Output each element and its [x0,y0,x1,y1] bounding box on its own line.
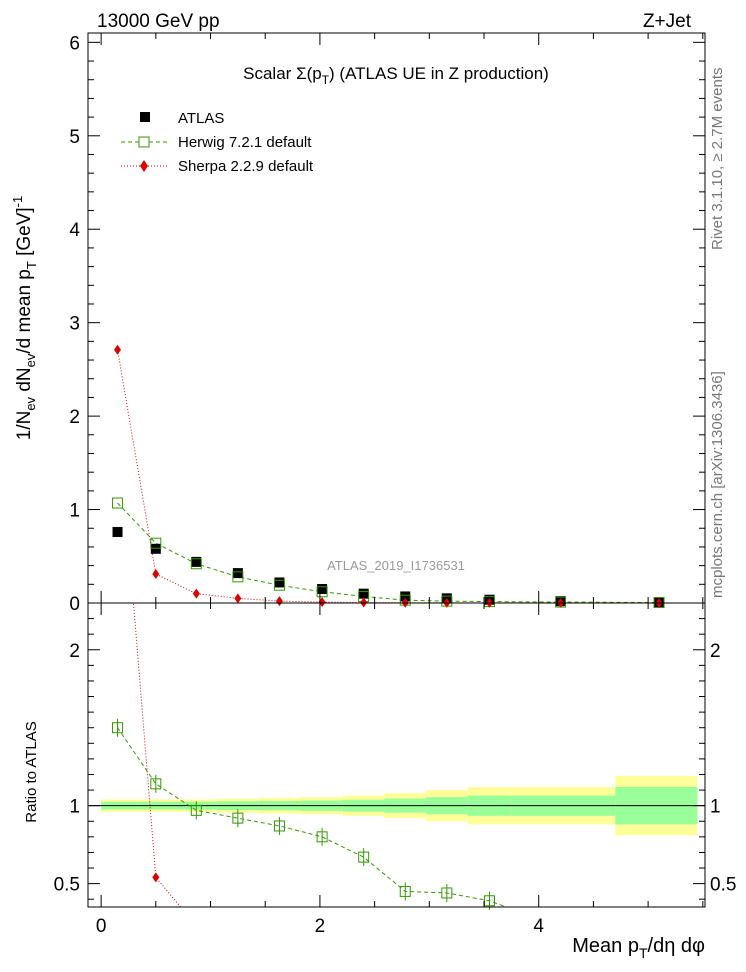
ratio-point-sherpa [152,872,160,883]
main-point-atlas [232,568,243,579]
analysis-tag: ATLAS_2019_I1736531 [327,558,465,573]
header-left: 13000 GeV pp [97,11,220,32]
ratio-xtick-label: 2 [315,916,326,937]
ratio-panel: 0.5 0.5 1 1 2 2 0 2 4 Ratio to ATLAS Mean pT/dη… [23,602,736,961]
main-point-sherpa [114,344,122,355]
main-ytick-label: 5 [69,127,80,148]
main-point-atlas [112,526,123,537]
ratio-point-herwig [441,887,453,899]
legend-label-herwig: Herwig 7.2.1 default [178,134,312,151]
main-point-atlas [317,583,328,594]
ratio-series-line-0 [117,727,508,907]
main-ytick-label: 6 [69,33,80,54]
main-point-sherpa [275,596,283,607]
main-point-atlas [150,543,161,554]
legend-label-atlas: ATLAS [178,110,224,127]
ratio-point-herwig [358,851,370,863]
ratio-ytick-label-right: 1 [710,797,721,818]
main-point-atlas [358,588,369,599]
main-point-sherpa [234,593,242,604]
main-ytick-label: 2 [69,407,80,428]
main-point-herwig [232,571,244,583]
ratio-ytick-label: 1 [69,797,80,818]
legend-marker-atlas [140,112,150,122]
main-panel: 0 1 2 3 4 5 6 Scalar Σ(pT) (ATLAS UE in Z prod… [10,32,706,615]
rivet-label: Rivet 3.1.10, ≥ 2.7M events [709,68,726,251]
ratio-point-herwig [190,804,202,816]
legend-label-sherpa: Sherpa 2.2.9 default [178,158,314,175]
ratio-ytick-label-right: 0.5 [710,875,736,896]
ratio-ytick-label: 0.5 [54,875,80,896]
main-point-atlas [400,591,411,602]
ratio-point-herwig [483,895,495,907]
ratio-point-herwig [150,778,162,790]
main-point-sherpa [192,588,200,599]
main-ytick-label: 3 [69,314,80,335]
main-point-herwig [316,586,328,598]
ratio-point-herwig [399,885,411,897]
main-point-herwig [112,497,124,509]
legend-marker-sherpa [140,160,148,172]
legend: ATLAS Herwig 7.2.1 default Sherpa 2.2.9 … [121,110,314,175]
main-point-atlas [274,577,285,588]
ratio-point-herwig [112,722,124,734]
ratio-frame [87,602,706,908]
ratio-point-herwig [232,812,244,824]
ratio-xlabel: Mean pT/dη dφ [572,935,705,961]
main-point-sherpa [152,569,160,580]
ratio-xtick-label: 4 [533,916,544,937]
main-ytick-label: 4 [69,220,80,241]
ratio-ytick-label-right: 2 [710,641,721,662]
ratio-ylabel: Ratio to ATLAS [23,721,40,822]
legend-marker-herwig [138,136,150,148]
main-point-herwig [273,579,285,591]
main-series-line-2 [117,349,660,604]
main-title: Scalar Σ(pT) (ATLAS UE in Z production) [243,64,549,87]
ratio-series-line-1 [133,603,182,907]
main-ylabel: 1/Nev dNev/d mean pT [GeV]-1 [10,196,39,441]
main-point-herwig [190,558,202,570]
main-point-herwig [150,537,162,549]
ratio-ytick-label: 2 [69,641,80,662]
ratio-xtick-label: 0 [96,916,107,937]
main-series-line-1 [117,502,660,604]
mcplots-label: mcplots.cern.ch [arXiv:1306.3436] [709,371,726,598]
main-ytick-label: 0 [69,594,80,615]
main-point-atlas [191,556,202,567]
ratio-point-herwig [316,831,328,843]
header-right: Z+Jet [643,11,692,32]
main-ytick-label: 1 [69,501,80,522]
ratio-point-herwig [273,820,285,832]
